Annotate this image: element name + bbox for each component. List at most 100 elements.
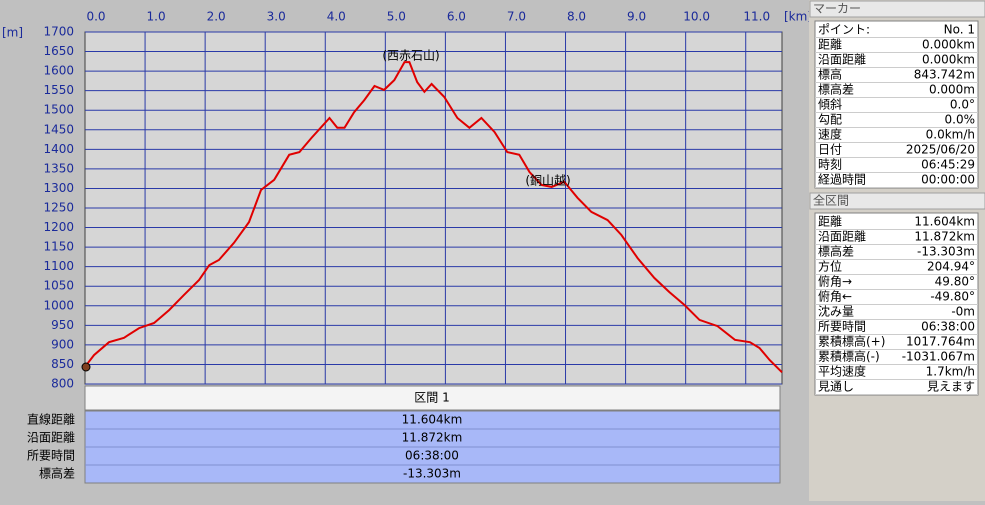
field-value: 2025/06/20 <box>906 143 975 157</box>
field-value: 0.0% <box>945 113 976 127</box>
field-label: 累積標高(-) <box>818 349 880 364</box>
annotation: (西赤石山) <box>382 49 439 63</box>
y-tick-label: 1650 <box>43 44 74 58</box>
y-tick-label: 900 <box>51 337 74 351</box>
y-tick-label: 850 <box>51 357 74 371</box>
y-tick-label: 1100 <box>43 259 74 273</box>
row-value: 11.872km <box>402 431 463 445</box>
x-tick-label: 3.0 <box>267 10 286 24</box>
field-label: ポイント: <box>818 23 870 37</box>
field-value: 0.000km <box>922 38 975 52</box>
x-tick-label: 11.0 <box>743 10 770 24</box>
elevation-line <box>84 61 783 374</box>
panel-header <box>809 192 985 210</box>
field-value: 11.604km <box>914 215 975 229</box>
field-label: 速度 <box>818 127 842 142</box>
x-tick-label: 1.0 <box>147 10 166 24</box>
field-label: 勾配 <box>818 113 842 127</box>
field-label: 標高 <box>818 67 842 82</box>
field-value: 1017.764m <box>906 335 975 349</box>
x-unit: [km] <box>784 10 812 24</box>
x-tick-label: 9.0 <box>627 10 646 24</box>
field-label: 距離 <box>818 38 842 52</box>
panel-title: マーカー <box>813 2 861 16</box>
field-label: 距離 <box>818 215 842 229</box>
y-tick-label: 1550 <box>43 83 74 97</box>
field-label: 俯角→ <box>818 274 852 289</box>
section-title: 区間 1 <box>414 391 449 405</box>
row-value: 11.604km <box>402 413 463 427</box>
panel-body <box>814 20 979 189</box>
field-label: 方位 <box>818 259 842 274</box>
y-tick-label: 1250 <box>43 201 74 215</box>
row-label: 沿面距離 <box>27 431 75 445</box>
y-tick-label: 1450 <box>43 122 74 136</box>
field-value: 11.872km <box>914 230 975 244</box>
x-tick-label: 5.0 <box>387 10 406 24</box>
field-value: No. 1 <box>944 23 975 37</box>
x-tick-label: 7.0 <box>507 10 526 24</box>
field-value: 06:45:29 <box>921 158 975 172</box>
y-tick-label: 1400 <box>43 142 74 156</box>
field-label: 所要時間 <box>818 320 866 334</box>
y-tick-label: 1150 <box>43 240 74 254</box>
field-label: 傾斜 <box>818 98 842 112</box>
y-tick-label: 1200 <box>43 220 74 234</box>
y-tick-label: 1350 <box>43 161 74 175</box>
y-tick-label: 800 <box>51 377 74 391</box>
x-tick-label: 10.0 <box>683 10 710 24</box>
field-label: 累積標高(+) <box>818 334 885 349</box>
panel-title: 全区間 <box>813 193 849 208</box>
y-unit: [m] <box>2 26 23 40</box>
field-label: 俯角← <box>818 289 852 304</box>
field-value: -49.80° <box>930 290 975 304</box>
y-tick-label: 1300 <box>43 181 74 195</box>
field-label: 見通し <box>818 380 854 394</box>
x-tick-label: 2.0 <box>207 10 226 24</box>
field-label: 標高差 <box>818 82 854 97</box>
x-tick-label: 6.0 <box>447 10 466 24</box>
y-tick-label: 1500 <box>43 103 74 117</box>
field-value: 0.0km/h <box>926 128 975 142</box>
field-label: 沿面距離 <box>818 53 866 67</box>
field-value: -1031.067m <box>902 350 975 364</box>
field-label: 平均速度 <box>818 364 866 379</box>
row-label: 標高差 <box>39 466 75 481</box>
field-value: 0.000km <box>922 53 975 67</box>
marker-icon <box>81 362 91 372</box>
field-label: 経過時間 <box>818 173 866 187</box>
field-label: 日付 <box>818 143 842 157</box>
field-value: 0.000m <box>929 83 975 97</box>
field-value: 0.0° <box>950 98 975 112</box>
x-tick-label: 0.0 <box>86 10 105 24</box>
y-tick-label: 1050 <box>43 279 74 293</box>
field-value: 見えます <box>927 380 975 394</box>
field-value: 204.94° <box>927 260 975 274</box>
field-value: 1.7km/h <box>926 365 975 379</box>
y-tick-label: 1700 <box>43 25 74 39</box>
field-value: -0m <box>951 305 975 319</box>
y-tick-label: 950 <box>51 318 74 332</box>
panel-header <box>809 0 985 18</box>
field-value: 06:38:00 <box>921 320 975 334</box>
y-tick-label: 1600 <box>43 64 74 78</box>
annotation: (銅山越) <box>525 174 570 188</box>
field-value: 49.80° <box>935 275 975 289</box>
field-label: 沿面距離 <box>818 230 866 244</box>
field-value: 843.742m <box>914 68 975 82</box>
field-value: -13.303m <box>917 245 975 259</box>
row-label: 直線距離 <box>27 412 75 427</box>
x-tick-label: 8.0 <box>567 10 586 24</box>
field-label: 時刻 <box>818 158 842 172</box>
field-label: 標高差 <box>818 244 854 259</box>
section-header <box>84 385 781 411</box>
row-value: -13.303m <box>403 467 461 481</box>
x-tick-label: 4.0 <box>327 10 346 24</box>
row-label: 所要時間 <box>27 449 75 463</box>
row-value: 06:38:00 <box>405 449 459 463</box>
field-value: 00:00:00 <box>921 173 975 187</box>
y-tick-label: 1000 <box>43 298 74 312</box>
field-label: 沈み量 <box>818 304 854 319</box>
